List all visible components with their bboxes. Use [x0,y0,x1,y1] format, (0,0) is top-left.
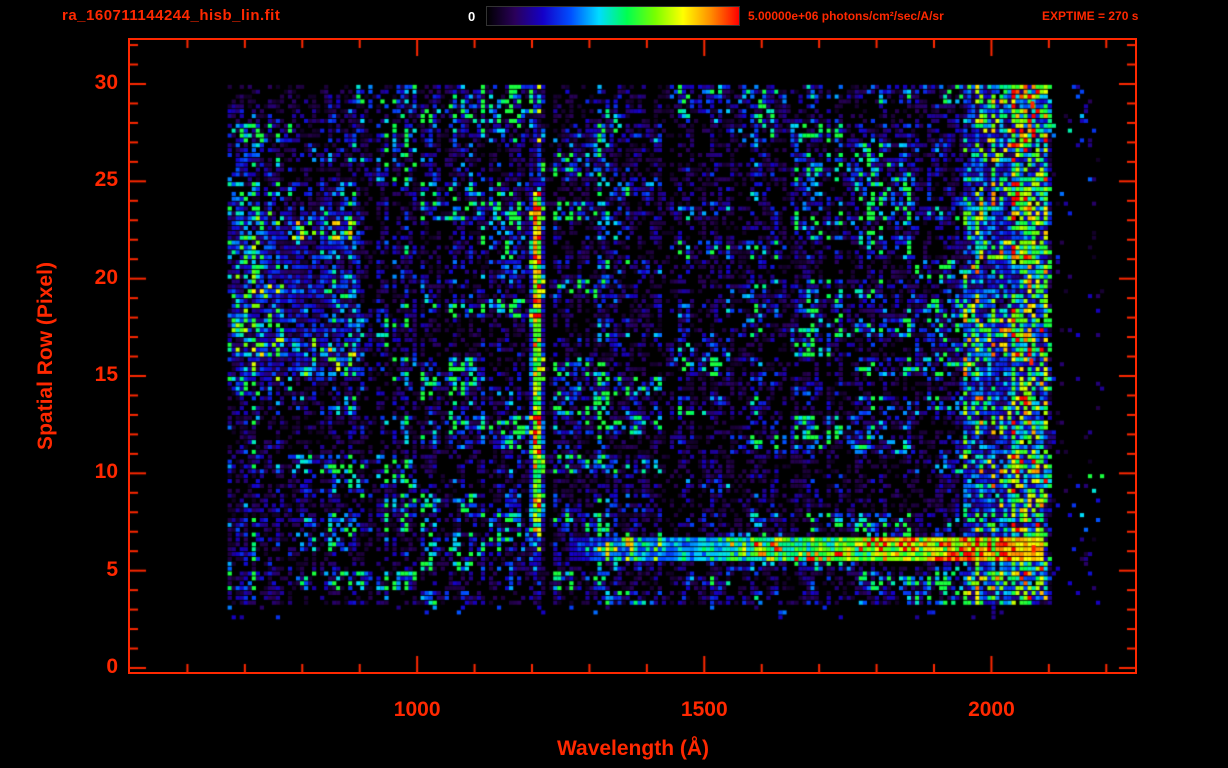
colorbar-max-label: 5.00000e+06 photons/cm²/sec/A/sr [748,9,944,23]
y-tick-label: 10 [94,460,118,484]
y-tick-label: 5 [106,557,118,581]
y-tick-label: 25 [94,168,118,192]
y-tick-label: 20 [94,265,118,289]
x-tick-label: 2000 [968,698,1015,721]
header: ra_160711144244_hisb_lin.fit 0 5.00000e+… [0,0,1228,34]
exptime-label: EXPTIME = 270 s [1042,9,1139,23]
x-tick-label: 1000 [393,698,441,721]
y-axis-label: Spatial Row (Pixel) [34,262,57,450]
x-axis-label: Wavelength (Å) [556,737,710,760]
y-tick-label: 0 [106,655,118,678]
y-tick-label: 15 [94,362,118,386]
x-tick-label: 1500 [680,698,728,721]
file-title: ra_160711144244_hisb_lin.fit [62,7,281,24]
y-tick-label: 30 [94,70,118,94]
spectrum-heatmap [130,40,1135,672]
colorbar-min-label: 0 [468,9,476,24]
colorbar-gradient [486,6,740,26]
